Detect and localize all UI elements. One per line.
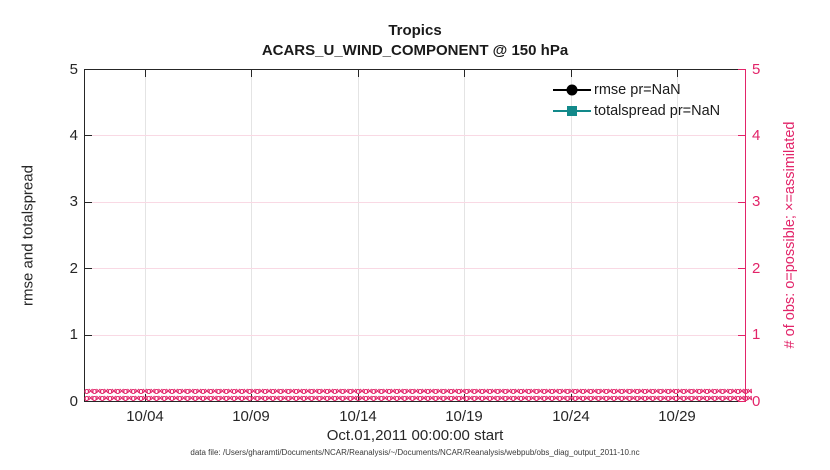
grid-line-horizontal	[85, 135, 745, 136]
y-tick-label: 1	[69, 326, 78, 343]
y-axis-label-left: rmse and totalspread	[19, 165, 37, 306]
grid-line-vertical	[464, 70, 465, 401]
x-tick-top	[358, 70, 359, 77]
y-tick-label: 0	[69, 393, 78, 410]
grid-line-vertical	[145, 70, 146, 401]
x-tick-top	[251, 70, 252, 77]
legend-line-rmse	[553, 84, 591, 95]
y-tick-label: 3	[69, 193, 78, 210]
x-tick-bottom	[677, 394, 678, 401]
plot-subtitle: ACARS_U_WIND_COMPONENT @ 150 hPa	[261, 42, 569, 59]
x-tick-bottom	[251, 394, 252, 401]
y-tick	[85, 202, 92, 203]
plot-title: Tropics	[388, 22, 442, 39]
y-tick-label-right: 5	[752, 61, 761, 78]
obs-count-band-row: o×o×o×o×o×o×o×o×o×o×o×o×o×o×o×o×o×o×o×o×…	[84, 393, 752, 403]
y-tick	[85, 335, 92, 336]
axis-spine-right	[745, 69, 746, 402]
y-tick-label-right: 4	[752, 127, 761, 144]
y-tick-label-right: 0	[752, 393, 761, 410]
x-tick-label: 10/14	[339, 408, 377, 425]
x-tick-label: 10/24	[552, 408, 590, 425]
legend-line-totalspread	[553, 105, 591, 116]
x-tick-top	[145, 70, 146, 77]
x-tick-bottom	[358, 394, 359, 401]
grid-line-vertical	[251, 70, 252, 401]
grid-line-horizontal	[85, 202, 745, 203]
x-axis-label: Oct.01,2011 00:00:00 start	[326, 427, 504, 444]
y-tick-right	[738, 268, 745, 269]
grid-line-vertical	[677, 70, 678, 401]
y-tick-right	[738, 335, 745, 336]
x-tick-bottom	[145, 394, 146, 401]
y-tick	[85, 401, 92, 402]
y-tick-right	[738, 69, 745, 70]
legend: rmse pr=NaN totalspread pr=NaN	[553, 79, 720, 121]
axis-spine-top	[84, 69, 746, 70]
x-tick-top	[464, 70, 465, 77]
y-tick	[85, 268, 92, 269]
y-tick-label: 5	[69, 61, 78, 78]
x-tick-label: 10/04	[126, 408, 164, 425]
y-tick-right	[738, 202, 745, 203]
legend-item-totalspread: totalspread pr=NaN	[553, 100, 720, 121]
obs-count-band: o×o×o×o×o×o×o×o×o×o×o×o×o×o×o×o×o×o×o×o×…	[84, 388, 752, 404]
x-tick-label: 10/19	[445, 408, 483, 425]
y-tick-label-right: 2	[752, 260, 761, 277]
y-tick-label: 4	[69, 127, 78, 144]
grid-line-vertical	[571, 70, 572, 401]
y-tick	[85, 135, 92, 136]
data-file-path: data file: /Users/gharamti/Documents/NCA…	[190, 448, 640, 457]
circle-marker-icon	[566, 84, 578, 95]
y-axis-label-right: # of obs: o=possible; ×=assimilated	[782, 121, 798, 349]
x-tick-bottom	[464, 394, 465, 401]
axis-spine-left	[84, 69, 85, 402]
y-tick-right	[738, 135, 745, 136]
legend-item-rmse: rmse pr=NaN	[553, 79, 720, 100]
grid-line-horizontal	[85, 335, 745, 336]
y-tick-label-right: 1	[752, 326, 761, 343]
y-tick-label: 2	[69, 260, 78, 277]
x-tick-top	[571, 70, 572, 77]
x-tick-bottom	[571, 394, 572, 401]
x-tick-label: 10/09	[232, 408, 270, 425]
obs-count-band-row: o×o×o×o×o×o×o×o×o×o×o×o×o×o×o×o×o×o×o×o×…	[84, 388, 752, 396]
x-tick-top	[677, 70, 678, 77]
square-marker-icon	[567, 105, 577, 116]
legend-label-rmse: rmse pr=NaN	[594, 81, 681, 98]
legend-label-totalspread: totalspread pr=NaN	[594, 102, 721, 119]
y-tick-right	[738, 401, 745, 402]
y-tick-label-right: 3	[752, 193, 761, 210]
grid-line-horizontal	[85, 268, 745, 269]
x-tick-label: 10/29	[658, 408, 696, 425]
grid-line-vertical	[358, 70, 359, 401]
axis-spine-bottom	[84, 401, 746, 402]
y-tick	[85, 69, 92, 70]
